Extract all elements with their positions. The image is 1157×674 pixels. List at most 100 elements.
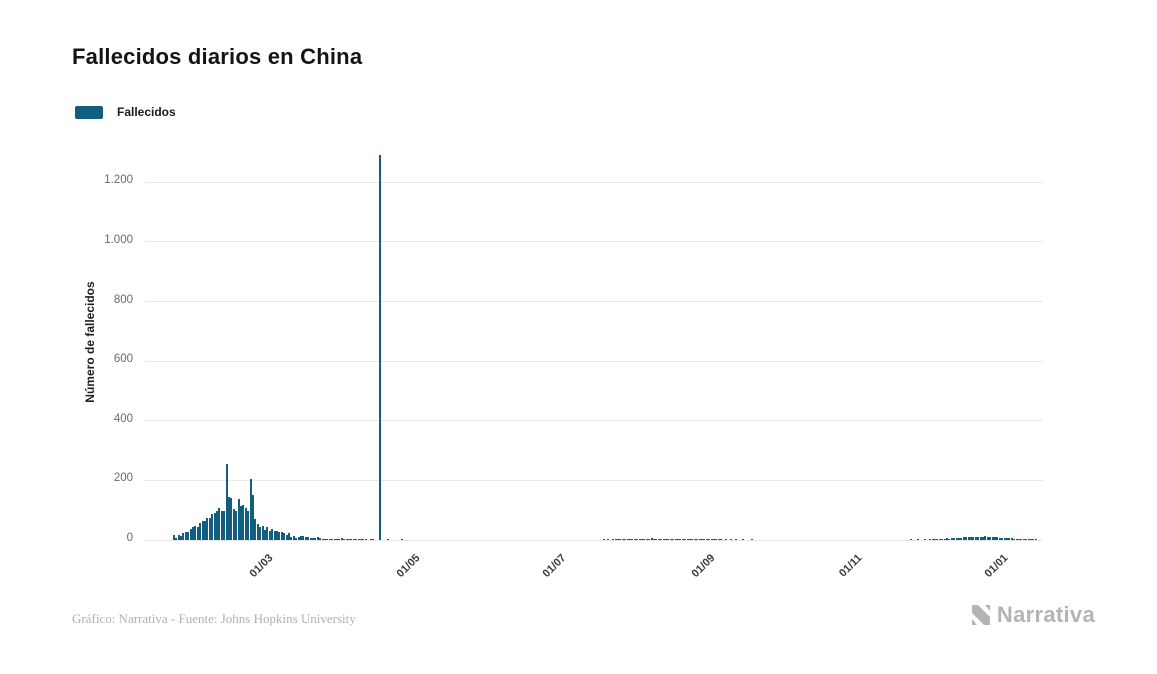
bar bbox=[944, 539, 946, 540]
x-tick-label: 01/07 bbox=[540, 552, 569, 580]
bar bbox=[622, 539, 624, 540]
bar bbox=[353, 539, 355, 540]
bar bbox=[343, 539, 345, 540]
bar bbox=[259, 527, 261, 540]
bar bbox=[317, 537, 319, 540]
bar bbox=[216, 511, 218, 540]
bar bbox=[175, 538, 177, 540]
bar bbox=[936, 539, 938, 540]
bar bbox=[948, 539, 950, 540]
y-tick-label: 800 bbox=[113, 293, 133, 306]
bar bbox=[274, 531, 276, 540]
bar bbox=[278, 532, 280, 540]
bar bbox=[1016, 539, 1018, 540]
bar bbox=[689, 539, 691, 540]
bar bbox=[665, 539, 667, 540]
bar bbox=[987, 537, 989, 540]
bar bbox=[953, 538, 955, 540]
bar bbox=[252, 495, 254, 540]
gridline bbox=[145, 301, 1043, 302]
bar bbox=[975, 537, 977, 540]
bar bbox=[715, 539, 717, 540]
bar bbox=[677, 539, 679, 540]
bar bbox=[240, 506, 242, 540]
bar bbox=[305, 537, 307, 540]
bar bbox=[996, 537, 998, 540]
bar bbox=[1035, 539, 1037, 540]
bar bbox=[326, 539, 328, 540]
bar bbox=[298, 537, 300, 540]
bar bbox=[206, 518, 208, 540]
bar bbox=[192, 527, 194, 540]
bar bbox=[288, 533, 290, 540]
bar bbox=[694, 539, 696, 540]
bar bbox=[319, 538, 321, 540]
bar bbox=[706, 539, 708, 540]
source-credit: Gráfico: Narrativa - Fuente: Johns Hopki… bbox=[72, 611, 356, 626]
y-tick-label: 0 bbox=[126, 532, 133, 544]
bar bbox=[226, 464, 228, 540]
bar bbox=[180, 536, 182, 540]
bar bbox=[173, 535, 175, 540]
bar bbox=[951, 538, 953, 540]
bar bbox=[641, 539, 643, 540]
chart-title: Fallecidos diarios en China bbox=[72, 44, 363, 69]
bar bbox=[634, 539, 636, 540]
bar bbox=[658, 539, 660, 540]
bar bbox=[242, 505, 244, 540]
bar bbox=[348, 539, 350, 540]
bar bbox=[670, 539, 672, 540]
narrativa-logo: Narrativa bbox=[969, 602, 1095, 628]
bar bbox=[307, 537, 309, 540]
bar bbox=[276, 531, 278, 540]
bar bbox=[264, 530, 266, 540]
x-tick-label: 01/09 bbox=[689, 552, 718, 580]
legend-label: Fallecidos bbox=[117, 105, 176, 119]
bar bbox=[960, 538, 962, 540]
bar bbox=[1025, 539, 1027, 540]
bar bbox=[266, 527, 268, 540]
bar bbox=[324, 539, 326, 540]
gridline bbox=[145, 360, 1043, 362]
bar bbox=[221, 511, 223, 540]
bar bbox=[360, 539, 362, 540]
bar bbox=[629, 539, 631, 540]
bar bbox=[1023, 539, 1025, 540]
bar bbox=[1028, 539, 1030, 540]
bar bbox=[338, 539, 340, 540]
bar bbox=[612, 539, 614, 540]
legend[interactable]: Fallecidos bbox=[75, 105, 176, 119]
bar bbox=[1006, 538, 1008, 540]
bar bbox=[401, 539, 403, 540]
bar bbox=[982, 537, 984, 540]
bar bbox=[1032, 539, 1034, 540]
bar bbox=[934, 539, 936, 540]
bar bbox=[682, 539, 684, 540]
bar bbox=[283, 533, 285, 540]
y-tick-label: 200 bbox=[113, 472, 133, 485]
bar bbox=[209, 518, 211, 540]
bar bbox=[290, 537, 292, 540]
x-tick-label: 01/05 bbox=[394, 552, 423, 580]
bar bbox=[917, 539, 919, 540]
bar bbox=[696, 539, 698, 540]
bar bbox=[223, 511, 225, 540]
bar bbox=[655, 539, 657, 540]
bar bbox=[254, 519, 256, 540]
bar bbox=[334, 539, 336, 540]
bar bbox=[372, 539, 374, 540]
bar bbox=[355, 539, 357, 540]
bar bbox=[742, 539, 744, 540]
bar bbox=[730, 539, 732, 540]
bar bbox=[735, 539, 737, 540]
y-tick-label: 1.200 bbox=[104, 174, 133, 187]
bar bbox=[1008, 538, 1010, 540]
bar bbox=[379, 155, 381, 540]
bar bbox=[941, 539, 943, 540]
bar bbox=[711, 539, 713, 540]
bar bbox=[617, 539, 619, 540]
bar bbox=[293, 536, 295, 540]
narrativa-logo-icon bbox=[971, 604, 990, 625]
